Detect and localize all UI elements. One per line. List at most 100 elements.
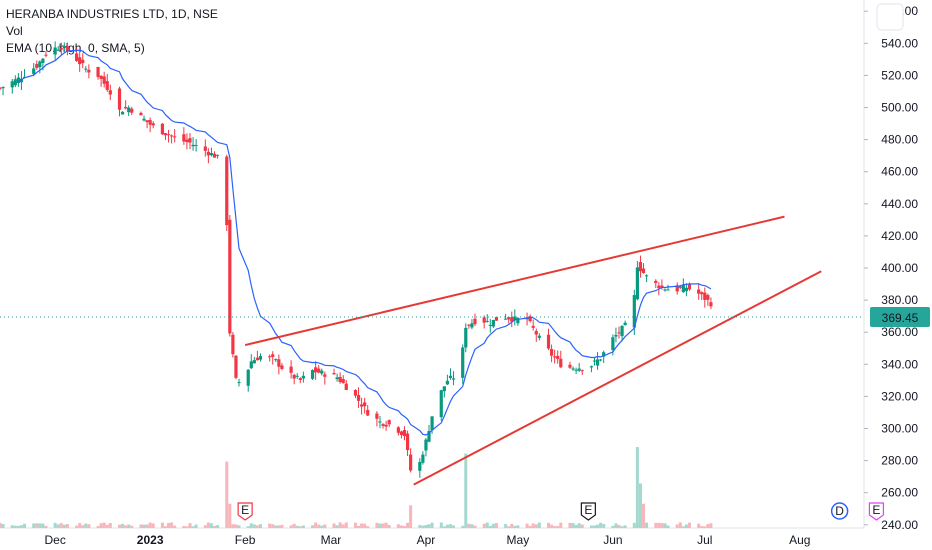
volume-bar [289,525,293,528]
volume-bar [10,525,14,528]
candle-body [280,365,284,369]
y-tick-label: 260.00 [881,486,918,500]
volume-bar [280,524,284,528]
volume-bar [553,526,557,528]
volume-bar [559,522,563,528]
candle-body [209,153,214,156]
y-tick-label: 540.00 [881,36,918,50]
volume-bar [268,523,272,528]
volume-bar [62,524,66,528]
candle-body [117,88,122,110]
volume-bar [550,524,554,528]
volume-bar [246,526,250,528]
candle-body [120,111,125,115]
x-tick-label: 2023 [137,533,164,547]
volume-bar [225,461,229,528]
x-tick-label: Mar [321,533,342,547]
earnings-marker[interactable]: E [868,502,885,521]
y-tick-label: 360.00 [881,325,918,339]
candle-body [206,151,210,156]
volume-bar [249,523,253,528]
volume-bar [614,523,618,528]
candle-body [255,357,260,361]
candle-body [366,409,370,416]
legend-volume: Vol [6,24,23,38]
candle-body [678,286,682,288]
volume-bar [65,524,69,528]
volume-bar [191,526,195,528]
candle-body [234,355,238,378]
candle-body [10,81,14,88]
volume-bar [700,526,704,528]
candle-body [424,439,428,451]
volume-bar [675,524,679,528]
volume-bar [703,526,707,528]
volume-bar [687,522,691,528]
candle-body [418,461,422,471]
candle-body [461,347,465,378]
candle-body [78,57,82,65]
volume-bar [271,524,275,528]
candle-body [381,424,385,427]
volume-bar [1,524,5,528]
candle-body [323,374,327,377]
earnings-marker-label: E [872,503,880,517]
candle-body [231,334,235,355]
candle-body [528,316,532,322]
candle-body [289,366,293,373]
earnings-marker[interactable]: E [237,502,253,521]
settings-icon [876,3,904,31]
volume-bar [203,525,207,528]
volume-bar [663,523,667,528]
candle-body [53,47,57,55]
volume-bar [366,526,370,528]
candle-body [41,58,45,63]
candle-body [96,66,100,77]
candle-body [182,134,186,142]
candle-body [108,90,112,95]
candle-body [173,136,177,138]
volume-bar [102,522,106,528]
earnings-marker-label: E [584,503,592,517]
candle-body [632,295,636,328]
candle-body [427,431,431,442]
volume-bar [332,523,336,528]
candle-body [338,376,342,383]
candle-body [274,359,278,361]
candle-body [249,361,253,369]
volume-bar [623,525,627,528]
candle-body [310,370,315,379]
x-tick-label: Aug [789,533,810,547]
candle-body [87,69,91,73]
volume-bar [402,525,406,528]
volume-bar [228,503,232,528]
candle-body [516,318,520,324]
volume-bar [448,524,452,528]
y-tick-label: 380.00 [881,293,918,307]
candle-body [580,370,584,372]
volume-bar [139,524,143,528]
candle-body [681,285,685,293]
candle-body [451,378,456,380]
candle-body [35,64,39,68]
earnings-marker[interactable]: E [580,502,596,521]
candle-body [188,138,192,143]
y-tick-label: 460.00 [881,165,918,179]
candle-body [32,68,36,74]
x-tick-label: Jun [603,533,622,547]
candle-body [470,323,474,328]
candle-body [375,413,379,419]
volume-bar [59,523,63,528]
candle-body [292,374,296,379]
candle-body [531,325,535,328]
y-tick-label: 320.00 [881,389,918,403]
candle-body [439,390,443,418]
volume-bar [537,522,541,528]
candle-body [485,320,489,322]
candle-body [599,359,603,361]
candle-body [277,359,281,367]
volume-bar [596,524,600,528]
volume-bar [470,524,474,528]
volume-bar [108,523,112,528]
